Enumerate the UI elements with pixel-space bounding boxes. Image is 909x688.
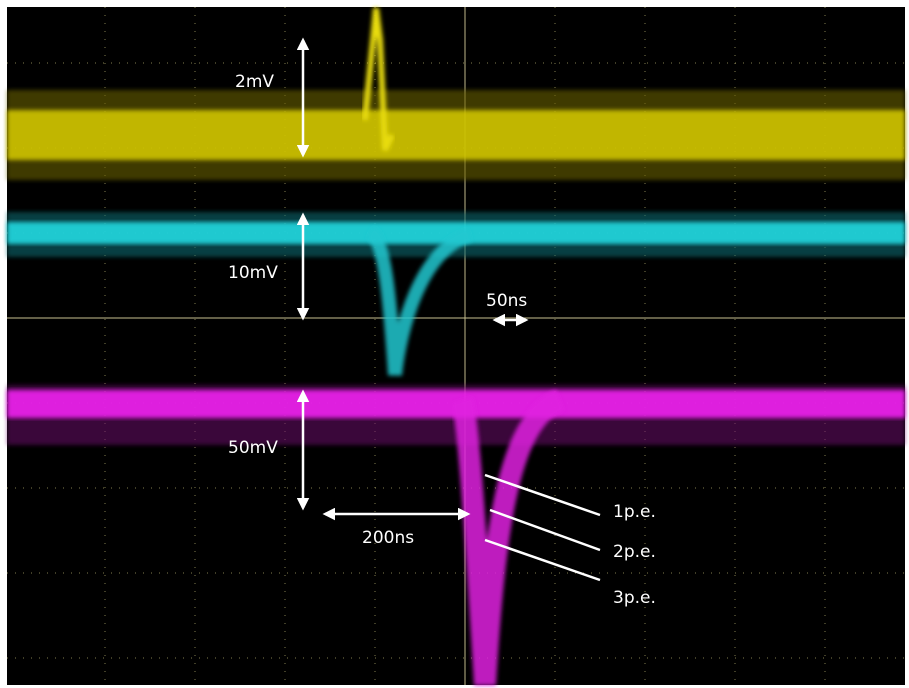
oscilloscope-screen: 2mV 10mV 50mV 50ns 200ns 1p.e. 2p.e. 3p.… [0, 0, 909, 688]
time-label: 200ns [362, 528, 414, 548]
pe-label: 2p.e. [613, 542, 656, 562]
pe-label: 1p.e. [613, 502, 656, 522]
time-label: 50ns [486, 291, 527, 311]
scale-label: 10mV [228, 263, 278, 283]
scale-label: 50mV [228, 438, 278, 458]
scale-label: 2mV [235, 72, 274, 92]
pe-label: 3p.e. [613, 588, 656, 608]
